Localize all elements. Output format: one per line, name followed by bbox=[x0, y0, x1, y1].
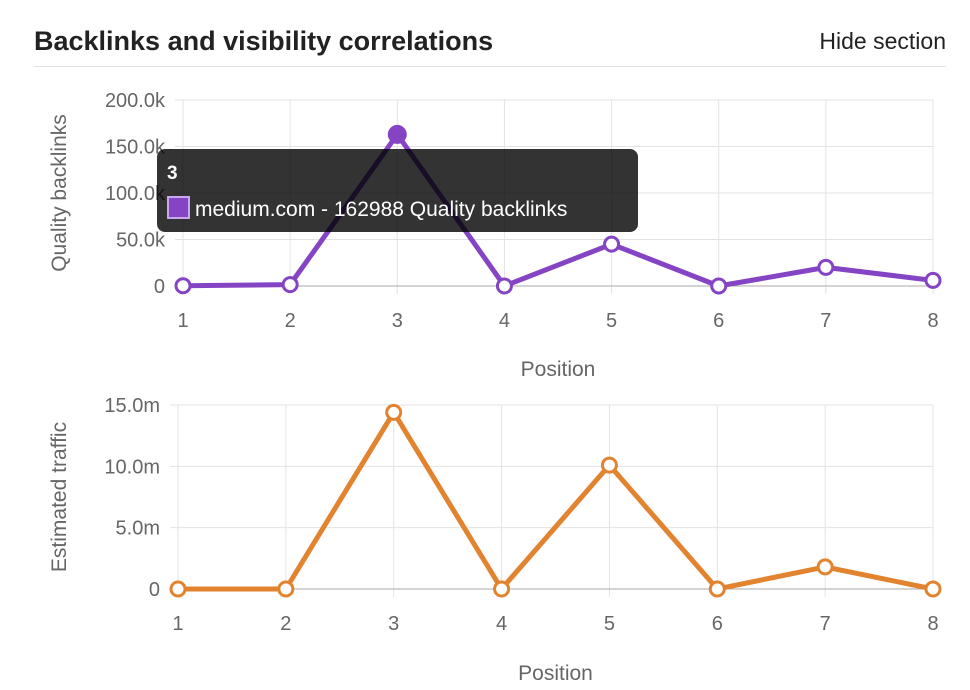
data-point bbox=[817, 258, 835, 276]
y-axis-label: Quality backlinks bbox=[48, 114, 71, 272]
x-tick-label: 1 bbox=[172, 613, 183, 635]
data-point bbox=[603, 235, 621, 253]
y-tick-label: 5.0m bbox=[116, 518, 160, 540]
y-tick-label: 150.0k bbox=[105, 137, 166, 159]
x-tick-label: 5 bbox=[604, 613, 615, 635]
x-tick-label: 4 bbox=[499, 310, 510, 332]
y-tick-label: 200.0k bbox=[105, 90, 166, 112]
tooltip-title: 3 bbox=[167, 163, 178, 184]
data-point bbox=[281, 276, 299, 294]
x-axis-label: Position bbox=[521, 358, 596, 381]
y-tick-label: 10.0m bbox=[104, 456, 160, 478]
x-tick-label: 7 bbox=[820, 310, 831, 332]
x-tick-label: 3 bbox=[392, 310, 403, 332]
data-point bbox=[924, 580, 942, 598]
x-tick-label: 6 bbox=[712, 613, 723, 635]
data-point bbox=[385, 403, 403, 421]
x-tick-label: 8 bbox=[927, 613, 938, 635]
x-tick-label: 3 bbox=[388, 613, 399, 635]
data-point bbox=[924, 271, 942, 289]
data-point bbox=[708, 580, 726, 598]
section-title: Backlinks and visibility correlations bbox=[34, 26, 494, 56]
data-point bbox=[493, 580, 511, 598]
x-axis-label: Position bbox=[518, 662, 593, 685]
x-tick-label: 7 bbox=[820, 613, 831, 635]
data-point bbox=[600, 456, 618, 474]
x-tick-label: 5 bbox=[606, 310, 617, 332]
data-point bbox=[169, 580, 187, 598]
tooltip: 3 medium.com - 162988 Quality backlinks bbox=[157, 149, 638, 232]
section-header: Backlinks and visibility correlations Hi… bbox=[34, 22, 946, 67]
y-tick-label: 0 bbox=[149, 579, 160, 601]
data-point bbox=[277, 580, 295, 598]
x-tick-label: 8 bbox=[927, 310, 938, 332]
chart-2: 0 5.0m 10.0m 15.0m 1 2 3 4 5 6 7 8 Position Estimated… bbox=[48, 395, 942, 685]
data-point bbox=[174, 277, 192, 295]
tooltip-color-swatch bbox=[167, 196, 190, 219]
y-axis-label: Estimated traffic bbox=[48, 422, 71, 572]
series-line bbox=[182, 131, 934, 289]
y-tick-label: 50.0k bbox=[116, 230, 166, 252]
data-point bbox=[495, 277, 513, 295]
hide-section-button[interactable]: Hide section bbox=[819, 28, 946, 54]
x-tick-label: 1 bbox=[177, 310, 188, 332]
series-line bbox=[178, 409, 934, 592]
tooltip-label: medium.com - 162988 Quality backlinks bbox=[195, 198, 567, 221]
data-point bbox=[387, 124, 407, 144]
chart-1: 0 50.0k 100.0k 150.0k 200.0k 1 2 3 4 5 6 7 8 Position… bbox=[48, 90, 942, 381]
x-tick-label: 2 bbox=[285, 310, 296, 332]
y-tick-label: 100.0k bbox=[105, 183, 166, 205]
x-tick-label: 6 bbox=[713, 310, 724, 332]
data-point bbox=[710, 277, 728, 295]
data-point bbox=[816, 558, 834, 576]
y-tick-label: 0 bbox=[154, 276, 165, 298]
y-tick-label: 15.0m bbox=[104, 395, 160, 417]
x-tick-label: 4 bbox=[496, 613, 507, 635]
tooltip-box bbox=[157, 149, 638, 232]
x-tick-label: 2 bbox=[280, 613, 291, 635]
